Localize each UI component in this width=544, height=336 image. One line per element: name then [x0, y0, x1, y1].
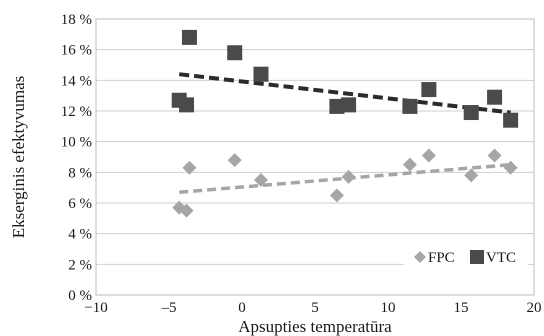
- legend: FPC VTC: [404, 244, 528, 270]
- y-tick-label: 4 %: [68, 227, 92, 243]
- fpc-point: [421, 148, 436, 163]
- fpc-point: [341, 169, 356, 184]
- x-tick-label: −10: [84, 300, 107, 316]
- legend-label: FPC: [428, 250, 455, 266]
- x-tick-label: 5: [311, 300, 319, 316]
- legend-label: VTC: [486, 250, 516, 266]
- y-tick-label: 8 %: [68, 165, 92, 181]
- legend-item-fpc: FPC: [414, 250, 455, 266]
- vtc-point: [402, 98, 418, 114]
- legend-diamond-icon: [414, 251, 426, 263]
- vtc-point: [179, 97, 195, 113]
- legend-items: FPC VTC: [414, 250, 516, 266]
- vtc-point: [341, 97, 357, 113]
- data-markers: [171, 29, 519, 218]
- x-tick-label: 0: [238, 300, 246, 316]
- plot-area-frame: [95, 18, 535, 296]
- y-axis-title: Ekserginis efektyvumas: [9, 76, 28, 239]
- y-tick-label: 18 %: [61, 12, 92, 28]
- vtc-point: [463, 105, 479, 121]
- fpc-point: [329, 188, 344, 203]
- legend-item-vtc: VTC: [470, 250, 516, 266]
- x-tick-label: –5: [161, 300, 177, 316]
- fpc-point: [402, 157, 417, 172]
- vtc-point: [227, 45, 243, 61]
- y-tick-label: 14 %: [61, 73, 92, 89]
- x-axis-tick-labels: −10 –5 0 5 10 15 20: [84, 300, 541, 316]
- x-tick-label: 15: [454, 300, 469, 316]
- fpc-point: [179, 203, 194, 218]
- fpc-point: [227, 153, 242, 168]
- grid-lines: [96, 18, 534, 265]
- vtc-point: [181, 29, 197, 45]
- y-tick-label: 16 %: [61, 43, 92, 59]
- y-tick-label: 6 %: [68, 196, 92, 212]
- y-tick-label: 0 %: [68, 288, 92, 304]
- vtc-point: [503, 112, 519, 128]
- x-tick-label: 10: [381, 300, 396, 316]
- fpc-point: [487, 148, 502, 163]
- fpc-point: [503, 160, 518, 175]
- y-tick-label: 2 %: [68, 257, 92, 273]
- legend-square-icon: [470, 250, 484, 264]
- x-axis-title: Apsupties temperatūra: [238, 317, 392, 336]
- x-tick-label: 20: [527, 300, 542, 316]
- vtc-point: [329, 98, 345, 114]
- vtc-point: [421, 82, 437, 98]
- fpc-point: [464, 168, 479, 183]
- vtc-point: [253, 66, 269, 82]
- y-axis-tick-labels: 0 % 2 % 4 % 6 % 8 % 10 % 12 % 14 % 16 % 18 %: [61, 12, 92, 304]
- y-tick-label: 10 %: [61, 135, 92, 151]
- fpc-point: [182, 160, 197, 175]
- fpc-point: [253, 173, 268, 187]
- trendlines: [178, 72, 511, 195]
- vtc-point: [487, 89, 503, 105]
- y-tick-label: 12 %: [61, 104, 92, 120]
- vtc-trendline: [178, 72, 511, 115]
